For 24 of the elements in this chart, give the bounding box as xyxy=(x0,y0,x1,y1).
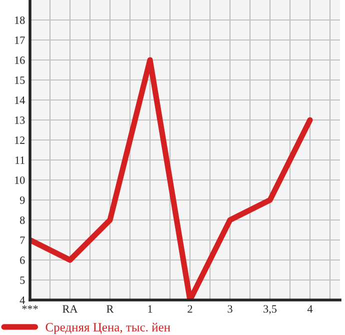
x-tick-label: RA xyxy=(62,305,78,313)
x-tick-label: 3,5 xyxy=(264,305,277,314)
y-tick-label: 10 xyxy=(15,176,25,184)
x-tick-label: 2 xyxy=(188,305,192,313)
y-tick-label: 5 xyxy=(20,276,25,284)
y-tick-label: 12 xyxy=(15,136,25,144)
y-tick-label: 6 xyxy=(20,256,25,264)
y-tick-label: 16 xyxy=(15,56,25,64)
y-tick-label: 11 xyxy=(15,156,24,164)
x-tick-label: 3 xyxy=(228,305,232,313)
y-tick-label: 17 xyxy=(15,36,25,44)
y-tick-label: 4 xyxy=(20,296,25,304)
x-tick-label: 4 xyxy=(307,305,313,313)
y-tick-label: 9 xyxy=(20,196,25,204)
y-tick-label: 13 xyxy=(15,116,25,124)
y-tick-label: 15 xyxy=(15,76,25,84)
x-tick-label: *** xyxy=(22,305,38,310)
y-tick-label: 18 xyxy=(15,16,25,24)
y-tick-label: 8 xyxy=(20,216,25,224)
y-tick-label: 7 xyxy=(20,236,25,244)
x-tick-label: 1 xyxy=(148,305,152,313)
legend-label: Средняя Цена, тыс. йен xyxy=(46,322,170,334)
y-tick-label: 14 xyxy=(15,96,25,104)
x-tick-label: R xyxy=(106,305,114,313)
